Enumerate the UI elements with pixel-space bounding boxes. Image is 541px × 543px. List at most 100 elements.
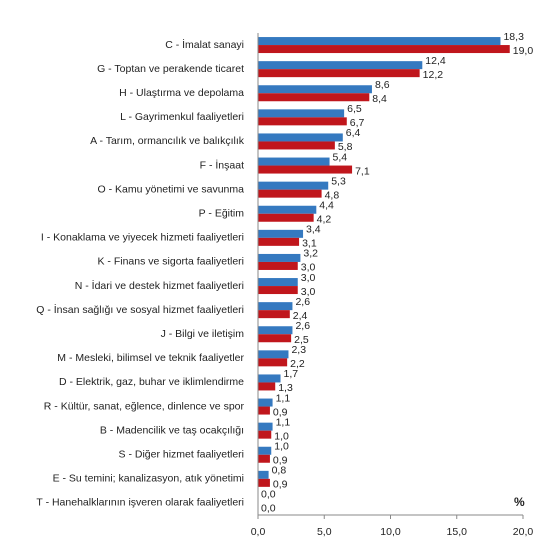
value-label: 6,7 (350, 117, 365, 129)
value-label: 18,3 (503, 31, 524, 43)
value-label: 3,0 (301, 272, 316, 284)
category-label: D - Elektrik, gaz, buhar ve iklimlendirm… (59, 376, 244, 388)
bar (258, 117, 347, 126)
x-tick-label: 15,0 (447, 526, 468, 538)
category-label: B - Madencilik ve taş ocakçılığı (100, 424, 244, 436)
category-label: L - Gayrimenkul faaliyetleri (120, 111, 244, 123)
value-label: 6,5 (347, 103, 362, 115)
value-label: 3,1 (302, 238, 317, 250)
value-label: 3,2 (303, 248, 318, 260)
unit-annotation: % (514, 495, 525, 509)
value-label: 1,0 (274, 430, 289, 442)
value-label: 7,1 (355, 165, 370, 177)
category-label: I - Konaklama ve yiyecek hizmeti faaliye… (41, 232, 244, 244)
value-label: 5,3 (331, 175, 346, 187)
bar (258, 237, 300, 246)
category-label: R - Kültür, sanat, eğlence, dinlence ve … (44, 400, 245, 412)
value-label: 3,4 (306, 224, 321, 236)
bar (258, 286, 298, 295)
category-label: H - Ulaştırma ve depolama (119, 87, 244, 99)
value-label: 3,0 (301, 262, 316, 274)
value-label: 1,0 (274, 441, 289, 453)
bar (258, 382, 276, 391)
value-label: 4,4 (319, 200, 334, 212)
bar (258, 446, 272, 455)
value-label: 4,2 (317, 214, 332, 226)
bar (258, 45, 510, 54)
bar (258, 141, 335, 150)
category-label: T - Hanehalklarının işveren olarak faali… (36, 497, 244, 509)
category-label: F - İnşaat (200, 158, 244, 171)
value-label: 1,3 (278, 382, 293, 394)
value-label: 2,6 (295, 320, 310, 332)
bar (258, 229, 304, 238)
bar (258, 326, 293, 335)
value-label: 8,4 (372, 93, 387, 105)
value-label: 0,9 (273, 479, 288, 491)
value-label: 5,8 (338, 141, 353, 153)
value-label: 12,2 (423, 69, 444, 81)
bar (258, 253, 301, 262)
value-label: 19,0 (513, 45, 534, 57)
category-label: K - Finans ve sigorta faaliyetleri (98, 256, 244, 268)
category-label: N - İdari ve destek hizmet faaliyetleri (75, 279, 244, 292)
x-tick-label: 20,0 (513, 526, 534, 538)
bar (258, 189, 322, 198)
value-label: 8,6 (375, 79, 390, 91)
category-label: S - Diğer hizmet faaliyetleri (119, 449, 244, 461)
bar (258, 398, 273, 407)
bar (258, 213, 314, 222)
bar (258, 85, 372, 94)
bar (258, 165, 353, 174)
category-label: C - İmalat sanayi (165, 38, 244, 51)
category-label: G - Toptan ve perakende ticaret (97, 63, 244, 75)
value-label: 0,9 (273, 455, 288, 467)
category-label: Q - İnsan sağlığı ve sosyal hizmet faali… (36, 303, 244, 316)
bar (258, 278, 298, 287)
bar (258, 422, 273, 431)
value-label: 1,7 (284, 368, 299, 380)
bar (258, 93, 370, 102)
x-tick-label: 10,0 (380, 526, 401, 538)
bar (258, 205, 317, 214)
value-label: 0,0 (261, 489, 276, 501)
bar (258, 69, 420, 78)
value-label: 3,0 (301, 286, 316, 298)
value-label: 2,3 (291, 344, 306, 356)
category-label: J - Bilgi ve iletişim (161, 328, 245, 340)
bar (258, 334, 292, 343)
value-label: 6,4 (346, 127, 361, 139)
bar (258, 302, 293, 311)
value-label: 1,1 (276, 392, 291, 404)
bar (258, 133, 343, 142)
bar (258, 454, 270, 463)
bar (258, 109, 345, 118)
value-label: 2,6 (295, 296, 310, 308)
bar (258, 37, 501, 46)
value-label: 0,0 (261, 503, 276, 515)
bar (258, 470, 269, 479)
category-label: P - Eğitim (199, 208, 245, 220)
bar (258, 374, 281, 383)
bar (258, 430, 272, 439)
value-label: 2,2 (290, 358, 305, 370)
bar (258, 181, 329, 190)
bar (258, 157, 330, 166)
bar (258, 406, 270, 415)
value-label: 5,4 (333, 151, 348, 163)
value-label: 2,4 (293, 310, 308, 322)
bar (258, 358, 288, 367)
category-label: E - Su temini; kanalizasyon, atık yöneti… (53, 473, 244, 485)
bar (258, 478, 270, 487)
x-tick-label: 0,0 (251, 526, 266, 538)
category-label: M - Mesleki, bilimsel ve teknik faaliyet… (57, 352, 244, 364)
value-label: 4,8 (325, 189, 340, 201)
bar (258, 350, 289, 359)
value-label: 12,4 (425, 55, 446, 67)
value-label: 0,8 (272, 465, 287, 477)
category-label: O - Kamu yönetimi ve savunma (98, 183, 245, 195)
category-label: A - Tarım, ormancılık ve balıkçılık (90, 135, 245, 147)
value-label: 1,1 (276, 416, 291, 428)
bar (258, 310, 290, 319)
